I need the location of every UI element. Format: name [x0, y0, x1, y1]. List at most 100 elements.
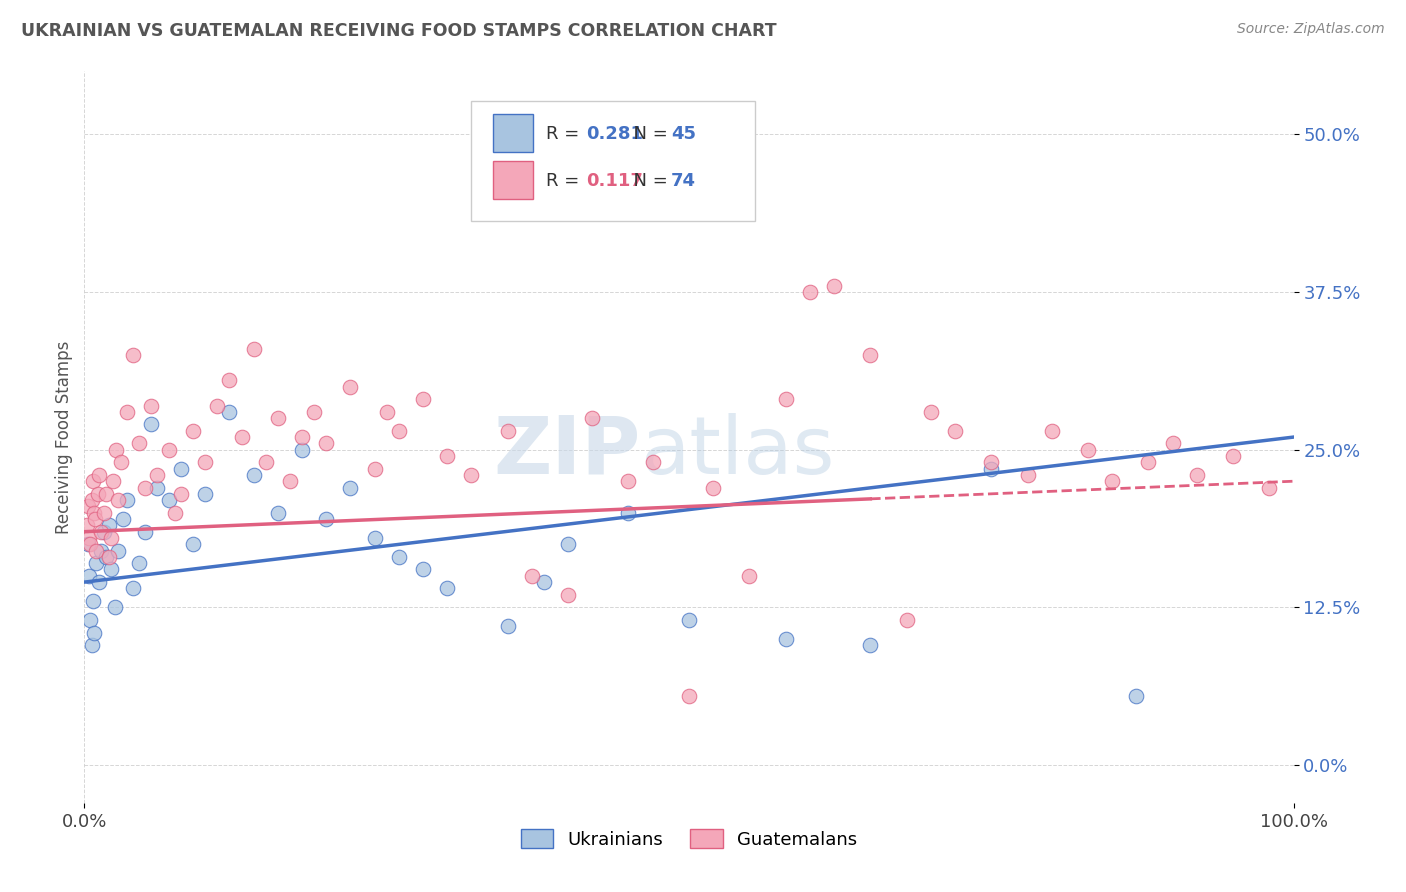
Point [115, 493, 138, 508]
Point [1040, 424, 1063, 438]
Point [77, 531, 100, 545]
Point [94, 549, 117, 564]
Point [134, 524, 156, 539]
Text: R =: R = [547, 125, 585, 143]
Point [146, 467, 169, 482]
Point [139, 399, 162, 413]
Point [496, 424, 519, 438]
Point [194, 455, 217, 469]
Point [388, 424, 411, 438]
Point [278, 474, 301, 488]
Point [181, 537, 204, 551]
Point [557, 588, 579, 602]
Point [412, 562, 434, 576]
Point [302, 405, 325, 419]
Point [100, 531, 122, 545]
Point [375, 405, 398, 419]
Point [90, 543, 112, 558]
Point [82, 474, 104, 488]
Point [496, 619, 519, 633]
Point [738, 569, 761, 583]
Point [104, 442, 127, 457]
Point [194, 487, 217, 501]
Point [100, 562, 122, 576]
Point [107, 543, 129, 558]
Point [107, 493, 129, 508]
Y-axis label: Receiving Food Stamps: Receiving Food Stamps [55, 341, 73, 533]
Point [157, 442, 180, 457]
Point [77, 537, 100, 551]
Point [121, 582, 143, 596]
Point [121, 348, 143, 362]
Point [242, 342, 264, 356]
Point [218, 373, 240, 387]
Point [267, 506, 290, 520]
Point [128, 556, 150, 570]
Point [339, 481, 361, 495]
Point [460, 467, 482, 482]
Point [1077, 442, 1099, 457]
Point [823, 278, 845, 293]
FancyBboxPatch shape [494, 161, 533, 200]
Text: R =: R = [547, 172, 585, 190]
Point [90, 524, 112, 539]
Point [82, 594, 104, 608]
Point [980, 461, 1002, 475]
Point [231, 430, 253, 444]
Text: Source: ZipAtlas.com: Source: ZipAtlas.com [1237, 22, 1385, 37]
Point [93, 524, 115, 539]
Legend: Ukrainians, Guatemalans: Ukrainians, Guatemalans [513, 822, 865, 856]
Point [86, 543, 108, 558]
Point [859, 348, 882, 362]
Point [775, 632, 797, 646]
Point [77, 569, 100, 583]
Point [242, 467, 264, 482]
Point [533, 575, 555, 590]
Point [80, 493, 103, 508]
Point [207, 399, 229, 413]
Point [1185, 467, 1208, 482]
Point [775, 392, 797, 407]
Point [267, 411, 290, 425]
Point [115, 405, 138, 419]
Point [86, 556, 108, 570]
Point [641, 455, 664, 469]
Point [943, 424, 966, 438]
Point [83, 625, 105, 640]
Text: atlas: atlas [641, 413, 835, 491]
Point [139, 417, 162, 432]
Text: N =: N = [623, 172, 673, 190]
Point [617, 506, 640, 520]
Point [581, 411, 603, 425]
Point [291, 442, 314, 457]
Point [103, 474, 125, 488]
Text: 0.281: 0.281 [586, 125, 643, 143]
Point [920, 405, 942, 419]
Point [617, 474, 640, 488]
Text: 45: 45 [671, 125, 696, 143]
Point [110, 455, 132, 469]
Point [128, 436, 150, 450]
Point [1161, 436, 1184, 450]
Point [859, 638, 882, 652]
Point [896, 613, 918, 627]
Point [799, 285, 821, 299]
Point [1137, 455, 1160, 469]
Point [94, 487, 117, 501]
Point [254, 455, 277, 469]
FancyBboxPatch shape [471, 101, 755, 221]
Point [557, 537, 579, 551]
Text: UKRAINIAN VS GUATEMALAN RECEIVING FOOD STAMPS CORRELATION CHART: UKRAINIAN VS GUATEMALAN RECEIVING FOOD S… [21, 22, 776, 40]
Point [388, 549, 411, 564]
Point [218, 405, 240, 419]
Point [79, 613, 101, 627]
Point [339, 379, 361, 393]
Point [79, 537, 101, 551]
Text: 74: 74 [671, 172, 696, 190]
Point [165, 506, 187, 520]
Point [1101, 474, 1123, 488]
Point [678, 613, 700, 627]
Point [77, 500, 100, 514]
Point [181, 424, 204, 438]
Point [363, 461, 385, 475]
